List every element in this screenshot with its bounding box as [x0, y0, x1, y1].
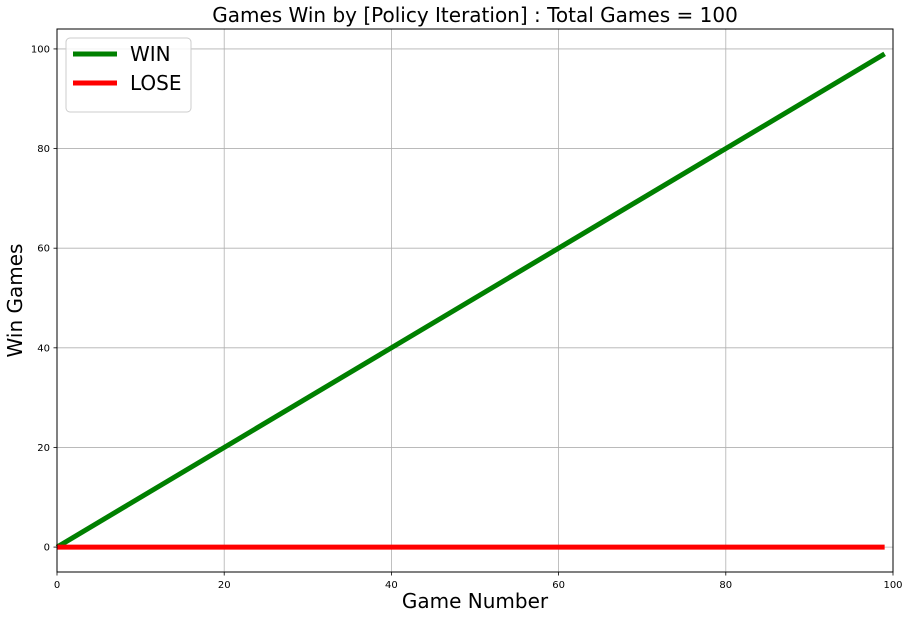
y-tick-label: 40 — [37, 343, 50, 354]
series-line-win — [55, 51, 886, 550]
legend-label-win: WIN — [130, 42, 171, 66]
y-tick-label: 80 — [37, 144, 50, 155]
x-tick-label: 80 — [719, 580, 732, 591]
legend-label-lose: LOSE — [130, 71, 182, 95]
y-tick-label: 100 — [31, 44, 50, 55]
x-axis-label: Game Number — [402, 589, 549, 613]
x-tick-label: 40 — [385, 580, 398, 591]
grid-lines — [56, 29, 894, 572]
y-tick-label: 20 — [37, 443, 50, 454]
x-axis-ticks: 0 20 40 60 80 100 — [54, 572, 903, 591]
y-tick-label: 60 — [37, 244, 50, 255]
x-tick-label: 100 — [883, 580, 902, 591]
x-tick-label: 60 — [552, 580, 565, 591]
x-tick-label: 0 — [54, 580, 60, 591]
x-tick-label: 20 — [218, 580, 231, 591]
y-axis-ticks: 0 20 40 60 80 100 — [31, 44, 57, 554]
y-tick-label: 0 — [44, 543, 50, 554]
plot-frame — [56, 28, 894, 573]
y-axis-label: Win Games — [3, 244, 27, 358]
chart-title: Games Win by [Policy Iteration] : Total … — [212, 3, 738, 27]
legend: WIN LOSE — [65, 37, 192, 113]
series-lines — [55, 51, 886, 550]
